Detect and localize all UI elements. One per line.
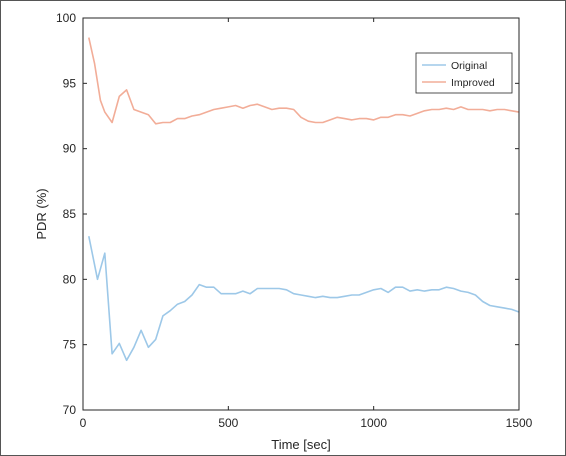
y-axis-label: PDR (%) [34, 188, 49, 239]
y-tick-label: 75 [63, 338, 77, 352]
y-tick-label: 80 [63, 272, 77, 286]
series-line-improved [88, 37, 520, 125]
y-tick-label: 95 [63, 76, 77, 90]
y-tick-label: 100 [56, 11, 76, 25]
y-tick-label: 90 [63, 142, 77, 156]
series-layer [88, 37, 520, 362]
legend: Original Improved [415, 52, 513, 94]
x-tick-label: 1500 [506, 416, 533, 430]
axes-layer: 0 500 1000 1500 70 75 80 85 90 95 100 [56, 11, 533, 430]
y-tick-label: 85 [63, 207, 77, 221]
legend-label-improved: Improved [451, 77, 495, 89]
x-axis-label: Time [sec] [271, 437, 330, 452]
legend-label-original: Original [451, 60, 487, 72]
legend-box [415, 52, 513, 94]
series-line-original [88, 236, 520, 362]
y-tick-label: 70 [63, 403, 77, 417]
x-tick-label: 0 [80, 416, 87, 430]
x-tick-label: 1000 [360, 416, 387, 430]
x-tick-label: 500 [218, 416, 238, 430]
